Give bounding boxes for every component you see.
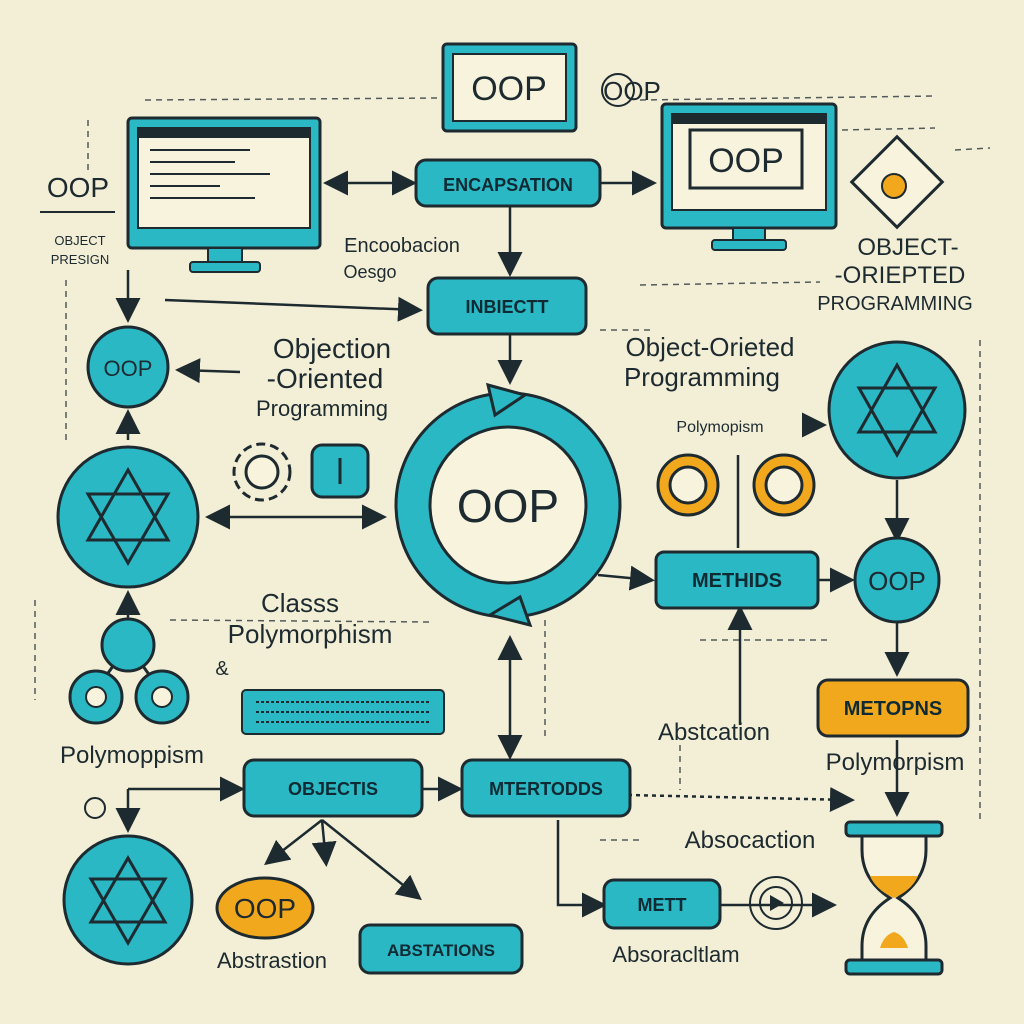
inbiectt-label: INBIECTT	[466, 297, 549, 317]
absoacltion-caption: Absoracltlam	[612, 942, 739, 967]
box-icon	[310, 443, 370, 499]
objection-line1: Objection	[273, 333, 391, 364]
center-oop-label: OOP	[457, 480, 559, 532]
center-text-line1: Object-Orieted	[625, 332, 794, 362]
metopns-label: METOPNS	[844, 698, 943, 720]
ring-icon-right	[752, 453, 816, 517]
mtertodds-node: MTERTODDS	[460, 758, 632, 818]
right-heading-3: PROGRAMMING	[817, 293, 973, 315]
inbiectt-node: INBIECTT	[426, 276, 588, 336]
abstations-label: ABSTATIONS	[387, 941, 495, 960]
polymoppism-left: Polymoppism	[60, 742, 204, 769]
absocaction-text: Absocaction	[685, 827, 816, 854]
left-top-title: OOP	[47, 172, 109, 203]
abstcation-text: Abstcation	[658, 719, 770, 746]
left-oop-label: OOP	[104, 356, 153, 381]
encapsulation-caption-2: Oesgo	[343, 262, 396, 282]
encapsulation-label: ENCAPSATION	[443, 175, 573, 195]
dashed-guides	[34, 95, 991, 841]
gear-icon	[232, 442, 292, 502]
center-oop-cycle: OOP	[394, 382, 622, 628]
classes-line2: Polymorphism	[228, 619, 393, 649]
right-star-node	[827, 340, 967, 480]
left-star-node	[56, 445, 200, 589]
tree-icon	[68, 617, 190, 725]
mett-node: METT	[602, 878, 722, 930]
oop-orange-label: OOP	[234, 893, 296, 924]
right-heading-1: OBJECT-	[857, 234, 958, 261]
classes-line3: &	[215, 658, 229, 680]
small-circle-icon	[84, 797, 106, 819]
abstations-node: ABSTATIONS	[358, 923, 524, 975]
diamond-icon	[849, 134, 945, 230]
right-heading-2: -ORIEPTED	[835, 262, 966, 289]
polymopism-small: Polymopism	[676, 419, 763, 436]
monitor-top-left	[126, 116, 322, 273]
objects-label: OBJECTIS	[288, 779, 378, 799]
mtertodds-label: MTERTODDS	[489, 779, 603, 799]
right-oop-label: OOP	[868, 566, 926, 596]
top-small-oop: OOP	[601, 73, 661, 107]
oop-orange-node: OOP	[215, 876, 315, 940]
methids-node: METHIDS	[654, 550, 820, 610]
objects-node: OBJECTIS	[242, 758, 424, 818]
ring-icon-left	[656, 453, 720, 517]
metopns-node: METOPNS	[816, 678, 970, 738]
encapsulation-caption-1: Encoobacion	[344, 235, 460, 257]
bottom-left-star-node	[62, 834, 194, 966]
abstraction-caption: Abstrastion	[217, 948, 327, 973]
methids-label: METHIDS	[692, 570, 782, 592]
left-top-line1: OBJECT	[54, 233, 105, 248]
play-icon	[749, 876, 803, 930]
objection-line3: Programming	[256, 396, 388, 421]
center-text-line2: Programming	[624, 362, 780, 392]
classes-line1: Classs	[261, 588, 339, 618]
encapsulation-node: ENCAPSATION	[414, 158, 602, 208]
monitor-right-label: OOP	[708, 142, 784, 180]
top-small-oop-label: OOP	[603, 76, 661, 106]
left-top-line2: PRESIGN	[51, 252, 110, 267]
left-oop-node: OOP	[86, 325, 170, 409]
polymorpism-right: Polymorpism	[826, 749, 965, 776]
hourglass-icon	[844, 820, 944, 976]
objection-line2: -Oriented	[267, 363, 384, 394]
mett-label: METT	[638, 895, 687, 915]
right-oop-node: OOP	[853, 536, 941, 624]
monitor-top-center: OOP	[441, 42, 578, 133]
monitor-top-center-label: OOP	[471, 70, 547, 108]
striped-info-box	[241, 689, 445, 735]
monitor-right: OOP	[660, 102, 838, 251]
